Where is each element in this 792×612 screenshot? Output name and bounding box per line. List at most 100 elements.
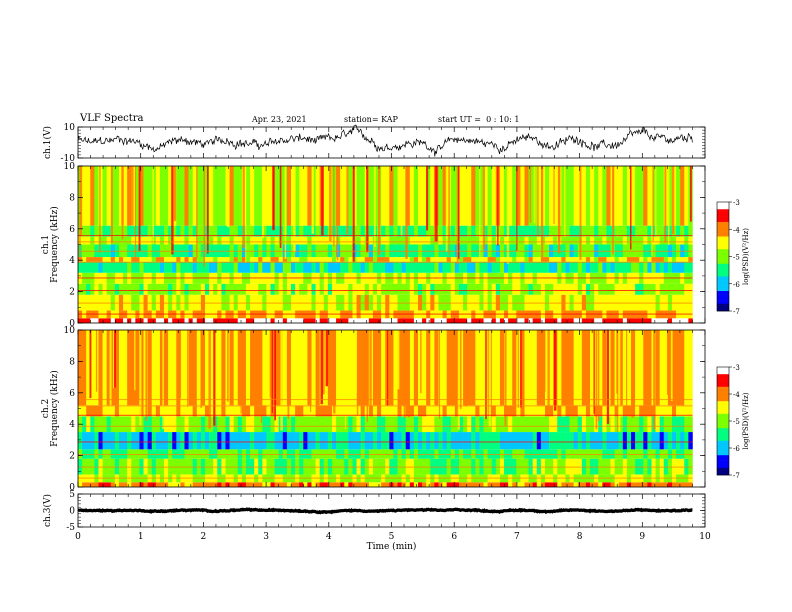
spectrogram-cell [659,432,665,450]
spectrogram-cell [631,482,636,487]
colorbar-segment [717,203,729,206]
colorbar-segment [717,294,729,297]
burst-streak [606,330,610,424]
spectrogram-cell [667,482,673,487]
spectrogram-cell [90,416,95,433]
spectrogram-cell [581,405,587,417]
spectrogram-cell [184,166,189,226]
spectrogram-cell [164,283,169,295]
spectrogram-cell [598,330,603,406]
spectrogram-cell [479,416,484,433]
spectrogram-cell [307,330,312,406]
spectrogram-cell [544,330,550,406]
spectrogram-cell [274,405,280,417]
spectrogram-cell [303,330,308,406]
spectrogram-cell [356,166,361,226]
spectrogram-cell [475,330,480,406]
colorbar-tick-label: -5 [733,254,740,262]
spectrogram-cell [565,405,570,417]
spectrogram-cell [434,330,439,406]
spectrogram-cell [504,283,509,295]
spectrogram-cell [393,236,398,245]
spectrogram-cell [540,416,546,433]
spectrogram-cell [139,432,144,450]
spectrogram-cell [90,482,95,487]
burst-streak [333,330,336,414]
spectrogram-cell [241,261,247,273]
spectrogram-cell [159,261,165,273]
spectrogram-cell [233,432,239,450]
spectrogram-cell [147,283,153,295]
spectrogram-cell [118,225,124,237]
spectrogram-cell [139,416,144,433]
spectrogram-cell [262,257,267,262]
spectrogram-cell [491,482,497,487]
spectrogram-cell [688,283,693,295]
spectrogram-cell [659,166,665,226]
spectrogram-cell [381,318,386,323]
spectrogram-cell [270,416,275,433]
spectrogram-cell [438,225,443,237]
spectrogram-cell [286,257,292,262]
spectrogram-cell [594,283,599,295]
spectrogram-cell [553,257,558,262]
spectrogram-cell [180,261,185,273]
spectrogram-cell [422,330,427,406]
spectrogram-cell [499,166,505,226]
spectrogram-cell [524,283,529,295]
spectrogram-cell [553,283,558,295]
emission-line [78,235,693,237]
spectrogram-cell [90,405,95,417]
spectrogram-cell [499,416,505,433]
spectrogram-cell [614,283,620,295]
spectrogram-cell [557,405,562,417]
spectrogram-cell [581,166,587,226]
spectrogram-cell [151,432,157,450]
spectrogram-cell [622,482,628,487]
spectrogram-cell [631,257,636,262]
spectrogram-cell [680,405,685,417]
spectrogram-cell [422,482,427,487]
spectrogram-cell [430,236,435,245]
spectrogram-cell [532,283,538,295]
spectrogram-cell [295,283,300,295]
colorbar-segment [717,265,729,268]
spectrogram-cell [311,330,316,406]
spectrogram-cell [434,405,439,417]
spectrogram-cell [204,432,210,450]
spectrogram-cell [594,318,599,323]
spectrogram-cell [524,482,529,487]
spectrogram-cell [204,405,210,417]
spectrogram-cell [491,261,497,273]
spectrogram-cell [360,257,366,262]
spectrogram-cell [581,257,587,262]
spectrogram-cell [176,257,181,262]
colorbar-segment [717,296,729,299]
spectrogram-cell [663,416,669,433]
spectrogram-cell [204,283,210,295]
spectrogram-cell [610,416,615,433]
spectrogram-cell [217,257,222,262]
spectrogram-cell [209,283,214,295]
spectrogram-cell [532,225,538,237]
spectrogram-cell [413,318,419,323]
spectrogram-cell [200,330,206,406]
spectrogram-cell [430,416,435,433]
spectrogram-cell [573,236,579,245]
spectrogram-cell [299,416,304,433]
spectrogram-cell [606,257,611,262]
spectrogram-cell [282,257,288,262]
spectrogram-cell [659,318,665,323]
spectrogram-cell [155,432,161,450]
spectrogram-cell [585,261,591,273]
spectrogram-cell [159,225,165,237]
spectrogram-cell [585,283,591,295]
spectrogram-cell [164,405,169,417]
spectrogram-cell [168,283,173,295]
spectrogram-cell [389,432,394,450]
spectrogram-cell [82,283,87,295]
burst-streak [653,330,656,430]
spectrogram-cell [348,330,353,406]
spectrogram-cell [381,166,386,226]
spectrogram-cell [192,225,198,237]
